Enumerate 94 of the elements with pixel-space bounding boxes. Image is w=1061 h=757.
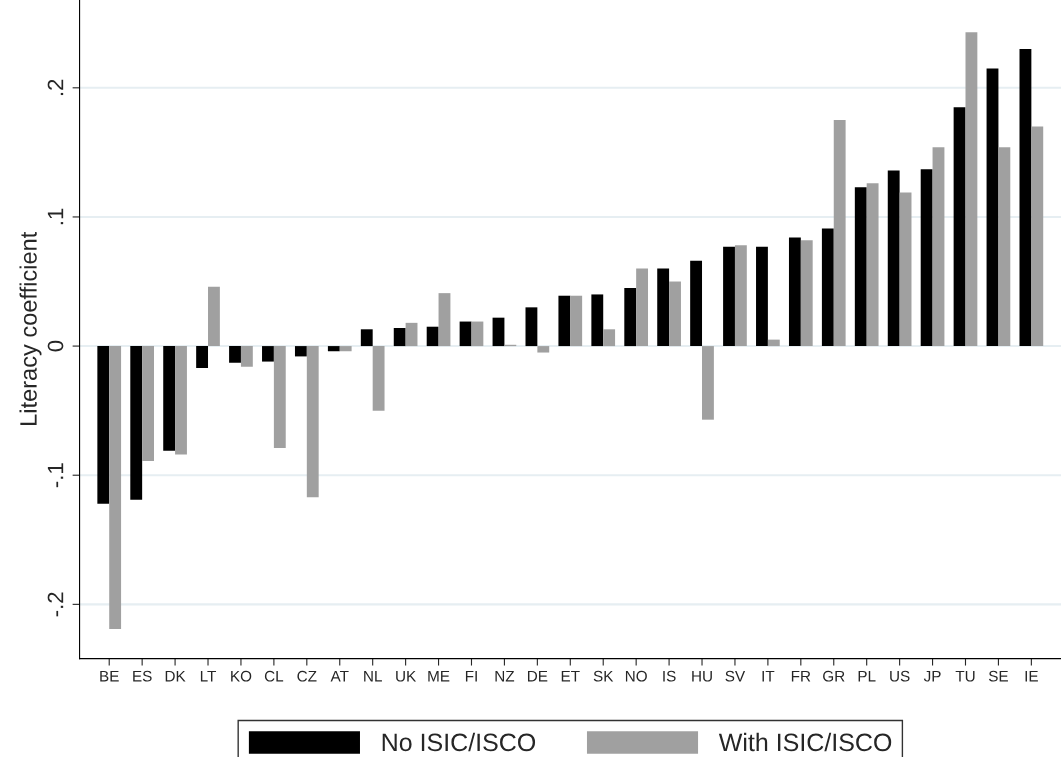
bar (372, 346, 385, 411)
bar (426, 326, 439, 347)
bar (229, 346, 241, 363)
x-tick-label: SV (725, 670, 746, 682)
y-tick-label: .1 (47, 208, 64, 225)
bar (1031, 126, 1044, 347)
bar (360, 329, 373, 347)
legend-label: No ISIC/ISCO (382, 732, 536, 752)
bar (624, 287, 637, 347)
bar (393, 328, 406, 347)
bar (273, 346, 286, 449)
x-tick-label: US (890, 670, 910, 682)
x-tick-label: LT (200, 670, 217, 682)
x-tick-label: TU (955, 670, 975, 682)
bar (702, 346, 714, 420)
bar (986, 68, 999, 347)
bar (570, 295, 583, 347)
x-tick-label: BE (100, 670, 119, 682)
x-tick-label: IS (663, 670, 676, 682)
x-tick-label: JP (923, 670, 941, 682)
bar (163, 346, 176, 451)
bar (690, 260, 703, 347)
bar (833, 120, 846, 347)
bar (240, 346, 253, 367)
x-tick-label: AT (330, 670, 349, 682)
bar (306, 346, 319, 498)
bar (767, 339, 780, 347)
bar (636, 268, 649, 347)
bar (591, 294, 604, 347)
bar (262, 346, 274, 362)
x-tick-label: DK (165, 670, 186, 682)
bar (339, 346, 352, 352)
x-tick-label: SK (593, 670, 614, 682)
bar (723, 246, 735, 347)
x-tick-label: FR (791, 670, 811, 682)
bar (142, 346, 155, 462)
bar (756, 246, 768, 347)
x-tick-label: IE (1025, 670, 1038, 682)
x-tick-label: NO (625, 670, 647, 682)
bar (1019, 49, 1032, 347)
y-axis-title: Literacy coefficient (19, 231, 42, 425)
y-tick-label: -.2 (47, 592, 64, 617)
bar (953, 107, 966, 347)
bar (920, 169, 933, 347)
bar (558, 295, 571, 347)
x-tick-label: IT (762, 670, 775, 682)
x-tick-label: ME (428, 670, 450, 682)
bar (175, 346, 187, 455)
bar (821, 228, 834, 347)
bar (492, 317, 505, 347)
x-tick-label: DE (527, 670, 548, 682)
bar (208, 286, 220, 347)
bar (603, 329, 616, 347)
y-tick-label: -.1 (47, 463, 64, 488)
bar (669, 281, 681, 347)
x-tick-label: PL (858, 670, 876, 682)
bar (998, 147, 1011, 347)
bar (109, 346, 122, 629)
x-tick-label: NZ (495, 670, 515, 682)
x-tick-label: NL (364, 670, 382, 682)
bar (405, 322, 418, 347)
bar (294, 346, 307, 357)
x-tick-label: ES (133, 670, 152, 682)
x-tick-label: CL (264, 670, 284, 682)
bar (899, 192, 912, 347)
bar (525, 307, 538, 347)
x-tick-label: FI (465, 670, 477, 682)
x-tick-label: ET (561, 670, 580, 682)
bar (438, 293, 451, 347)
bar (130, 346, 143, 500)
x-tick-label: SE (988, 670, 1008, 682)
bar (866, 183, 879, 347)
bar (97, 346, 110, 504)
x-tick-label: GR (823, 670, 845, 682)
y-tick-label: .2 (47, 79, 64, 96)
bar (800, 240, 813, 347)
bar (932, 147, 945, 347)
bar (854, 187, 867, 347)
bar (887, 170, 900, 347)
x-tick-label: UK (396, 670, 417, 682)
bar (965, 32, 978, 347)
x-tick-label: KO (231, 670, 252, 682)
bar (196, 346, 209, 369)
bar (471, 321, 484, 347)
bar (788, 237, 801, 347)
bar (327, 346, 340, 352)
y-tick-label: 0 (47, 340, 64, 352)
x-tick-label: HU (692, 670, 712, 682)
bar (657, 268, 670, 347)
bar (459, 321, 472, 347)
legend-label: With ISIC/ISCO (718, 732, 892, 752)
bar (537, 346, 550, 353)
bar (734, 245, 747, 347)
x-tick-label: CZ (297, 670, 317, 682)
